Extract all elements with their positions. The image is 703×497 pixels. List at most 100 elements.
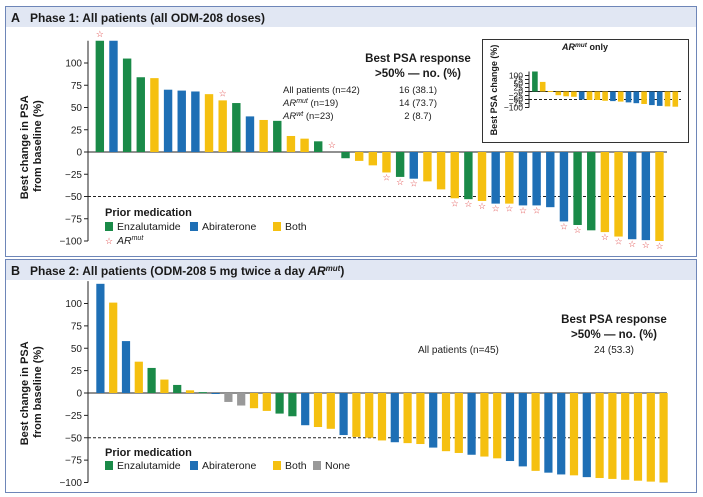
bar bbox=[646, 393, 655, 482]
legend-label-abiraterone: Abiraterone bbox=[202, 221, 256, 233]
panel-b: B Phase 2: All patients (ODM-208 5 mg tw… bbox=[5, 259, 697, 493]
inset-title-rest: only bbox=[587, 42, 608, 52]
panel-a-y-axis-label: Best change in PSA from baseline (%) bbox=[19, 93, 44, 200]
bar bbox=[339, 393, 348, 436]
legend-star-icon: ☆ bbox=[105, 236, 113, 246]
bar bbox=[441, 393, 451, 452]
ar-mut-star: ☆ bbox=[601, 232, 609, 242]
panel-a-y-axis-label-line1: Best change in PSA bbox=[19, 95, 31, 199]
bar bbox=[368, 152, 378, 166]
bar bbox=[582, 393, 591, 478]
bar bbox=[288, 393, 297, 417]
bar bbox=[544, 393, 553, 473]
bar bbox=[493, 393, 502, 459]
bar bbox=[198, 392, 207, 394]
y-tick-label: 25 bbox=[71, 366, 83, 377]
inset-title-ar: AR bbox=[561, 42, 575, 52]
bar bbox=[649, 91, 655, 106]
legend-swatch-both bbox=[273, 461, 281, 470]
bar bbox=[505, 393, 515, 462]
bar bbox=[352, 393, 361, 437]
bar bbox=[608, 393, 617, 479]
bar bbox=[134, 361, 143, 393]
bar bbox=[595, 393, 604, 479]
bar bbox=[555, 91, 562, 96]
y-tick-label: −75 bbox=[509, 98, 524, 108]
bar bbox=[633, 393, 643, 481]
y-tick-label: 25 bbox=[514, 82, 524, 92]
inset-bars bbox=[532, 71, 679, 107]
bar bbox=[147, 367, 156, 393]
legend-swatch-abiraterone bbox=[190, 222, 198, 231]
ar-mut-star: ☆ bbox=[410, 179, 418, 189]
bar bbox=[300, 138, 309, 152]
bar bbox=[95, 40, 105, 152]
bar bbox=[602, 91, 608, 101]
bar bbox=[610, 91, 616, 102]
bar bbox=[429, 393, 438, 448]
bar bbox=[273, 120, 282, 152]
y-tick-label: 75 bbox=[71, 81, 83, 92]
ar-mut-star: ☆ bbox=[628, 239, 636, 249]
legend-title: Prior medication bbox=[105, 207, 192, 219]
panel-b-frame bbox=[5, 259, 697, 493]
bar bbox=[173, 384, 182, 393]
response-row-label: ARmut (n=19) bbox=[282, 98, 338, 109]
bar bbox=[232, 103, 241, 152]
response-row-value: 2 (8.7) bbox=[404, 111, 431, 122]
bar bbox=[341, 152, 350, 159]
y-tick-label: −75 bbox=[65, 214, 82, 225]
y-tick-label: 75 bbox=[514, 74, 524, 84]
bar bbox=[382, 152, 391, 173]
bar bbox=[245, 116, 255, 152]
y-tick-label: −50 bbox=[65, 192, 82, 203]
bar bbox=[664, 91, 671, 107]
panel-b-title-sup: mut bbox=[326, 264, 341, 273]
legend-label-both: Both bbox=[285, 221, 307, 233]
panel-b-y-axis-label-line2: from baseline (%) bbox=[32, 346, 44, 438]
ar-mut-star: ☆ bbox=[492, 204, 500, 214]
bar bbox=[505, 152, 514, 204]
ar-mut-star: ☆ bbox=[614, 237, 622, 247]
y-tick-label: 50 bbox=[71, 344, 83, 355]
legend-label-both: Both bbox=[285, 460, 307, 472]
bar bbox=[659, 393, 668, 483]
y-tick-label: −100 bbox=[59, 478, 82, 489]
bar bbox=[518, 152, 528, 206]
response-row-label: ARwt (n=23) bbox=[282, 111, 334, 122]
legend-title: Prior medication bbox=[105, 447, 192, 459]
panel-b-title-close: ) bbox=[340, 264, 344, 278]
bar bbox=[563, 91, 569, 97]
bar bbox=[109, 40, 118, 152]
bar bbox=[262, 393, 271, 411]
legend-label-none: None bbox=[325, 460, 350, 472]
bar bbox=[586, 91, 593, 100]
bar bbox=[672, 91, 679, 107]
ar-mut-star: ☆ bbox=[574, 225, 582, 235]
response-header-2: >50% — no. (%) bbox=[375, 68, 461, 80]
bar bbox=[436, 152, 446, 190]
bar bbox=[656, 91, 663, 106]
bar bbox=[211, 393, 220, 394]
bar bbox=[641, 91, 647, 104]
ar-mut-star: ☆ bbox=[478, 201, 486, 211]
bar bbox=[365, 393, 374, 438]
panel-a-response-table: Best PSA response >50% — no. (%) All patie… bbox=[282, 53, 471, 122]
bar bbox=[326, 393, 335, 429]
bar bbox=[395, 152, 405, 177]
y-tick-label: 75 bbox=[71, 321, 83, 332]
bar bbox=[377, 393, 387, 441]
response-row-ar: AR bbox=[282, 98, 296, 109]
bar bbox=[109, 302, 118, 393]
y-tick-label: 0 bbox=[518, 86, 523, 96]
bar bbox=[621, 393, 630, 480]
y-tick-label: 50 bbox=[514, 78, 524, 88]
bar bbox=[286, 135, 296, 152]
panel-a-title: Phase 1: All patients (all ODM-208 doses… bbox=[30, 11, 265, 25]
y-tick-label: 100 bbox=[509, 70, 523, 80]
legend-label-ar-mut: ARmut bbox=[116, 235, 144, 247]
bar bbox=[259, 119, 268, 152]
panel-a-header bbox=[6, 7, 696, 27]
bar bbox=[191, 91, 200, 152]
ar-mut-star: ☆ bbox=[533, 205, 541, 215]
